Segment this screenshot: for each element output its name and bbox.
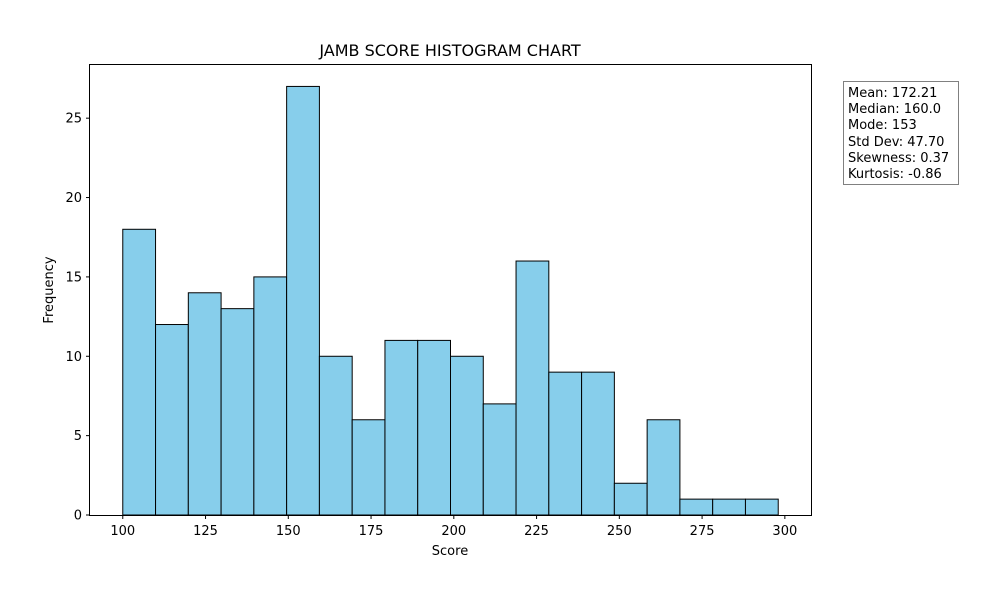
histogram-bar	[384, 339, 419, 516]
histogram-bar	[646, 419, 681, 516]
y-tick-label: 20	[65, 191, 82, 206]
x-tick-label: 225	[524, 524, 549, 539]
x-axis-label: Score	[432, 544, 468, 559]
histogram-bar	[253, 276, 288, 516]
histogram-bar	[220, 308, 255, 516]
y-axis-ticks: 0 5 10 15 20 25	[65, 112, 90, 524]
x-axis-ticks: 100 125 150 175 200 225 250 275 300	[110, 515, 797, 539]
histogram-bar	[712, 498, 746, 516]
x-tick-label: 275	[690, 524, 715, 539]
y-axis-label: Frequency	[42, 256, 57, 323]
histogram-bar	[679, 498, 714, 516]
chart-title: JAMB SCORE HISTOGRAM CHART	[318, 41, 581, 60]
y-tick-label: 5	[74, 429, 82, 444]
y-tick-label: 10	[65, 350, 82, 365]
stat-mean: Mean: 172.21	[848, 86, 938, 101]
x-tick-label: 175	[359, 524, 384, 539]
histogram-bar	[417, 339, 451, 516]
histogram-bar	[122, 228, 157, 516]
histogram-bar	[548, 371, 583, 516]
stat-median: Median: 160.0	[848, 102, 942, 118]
histogram-bar	[450, 355, 484, 516]
histogram-bar	[155, 324, 189, 516]
plot-frame	[89, 64, 812, 516]
x-tick-label: 150	[276, 524, 301, 539]
stat-skewness: Skewness: 0.37	[848, 150, 950, 166]
histogram-bar	[286, 85, 320, 516]
stat-kurtosis: Kurtosis: -0.86	[848, 167, 942, 183]
y-tick-label: 0	[74, 509, 82, 524]
y-tick-label: 15	[65, 270, 82, 285]
stat-mode: Mode: 153	[848, 118, 917, 134]
histogram-bar	[613, 482, 648, 516]
y-tick-label: 25	[65, 112, 82, 127]
histogram-bar	[187, 292, 222, 516]
x-tick-label: 300	[772, 524, 797, 539]
histogram-bar	[318, 355, 353, 516]
histogram-bar	[581, 371, 615, 516]
histogram-bar	[744, 498, 779, 516]
x-tick-label: 200	[441, 524, 466, 539]
histogram-bar	[351, 419, 386, 516]
bars-group	[122, 85, 779, 516]
histogram-bar	[515, 260, 550, 516]
histogram-bar	[482, 403, 517, 516]
stat-std-dev: Std Dev: 47.70	[848, 134, 945, 150]
x-tick-label: 125	[193, 524, 218, 539]
x-tick-label: 100	[110, 524, 135, 539]
x-tick-label: 250	[607, 524, 632, 539]
statistics-box: Mean: 172.21 Median: 160.0 Mode: 153 Std…	[843, 81, 959, 185]
